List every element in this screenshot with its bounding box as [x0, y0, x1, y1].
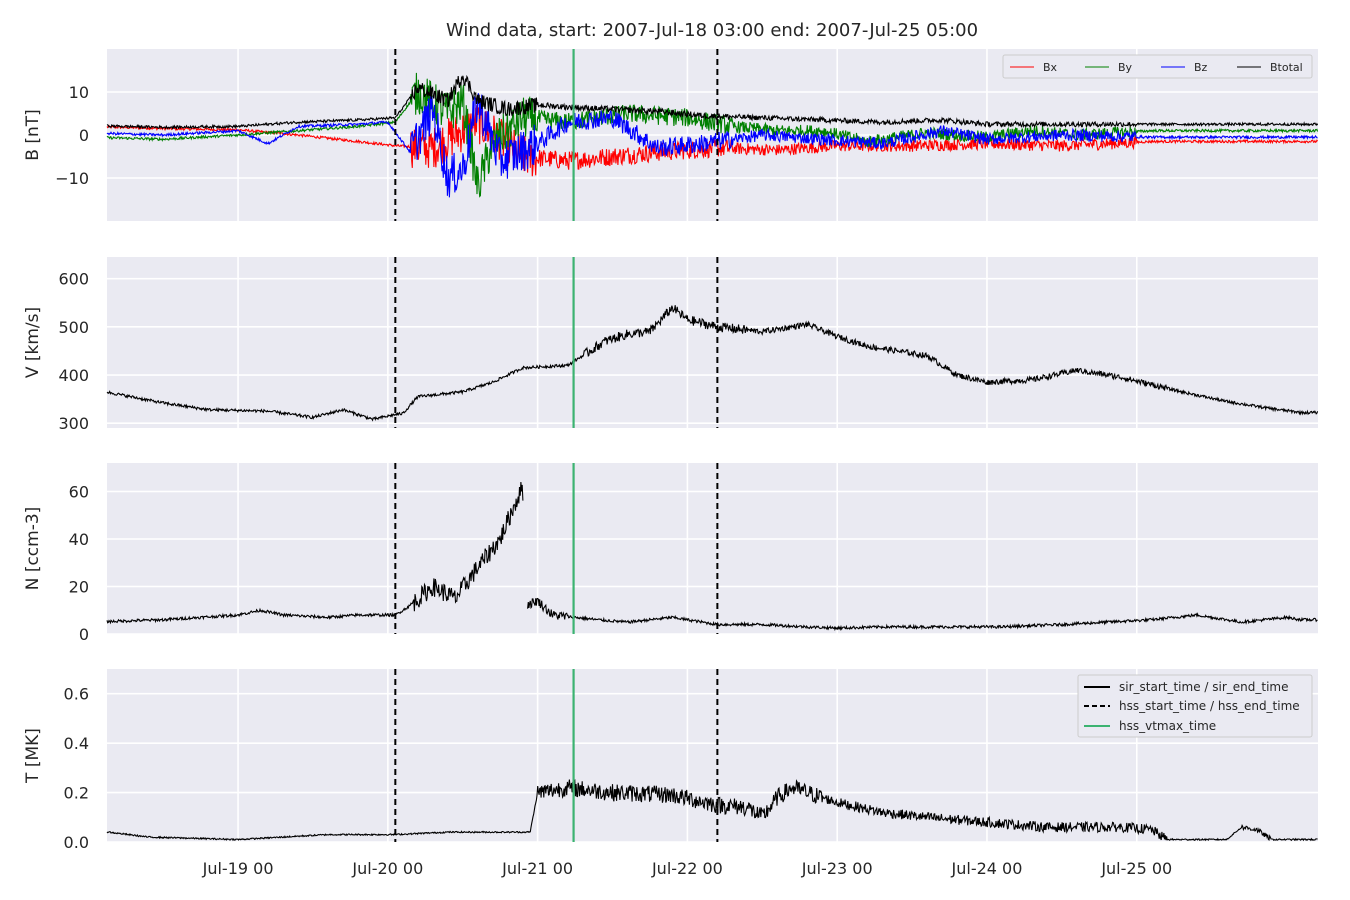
y-tick-label: 400 — [58, 366, 89, 385]
plot-area — [107, 257, 1318, 428]
legend-label: Btotal — [1270, 61, 1303, 74]
panel-V: 300 400 500 600 V [km/s] — [23, 257, 1319, 433]
y-tick-label: 0.0 — [64, 833, 89, 852]
legend-frame — [1002, 54, 1313, 79]
legend-label: Bx — [1043, 61, 1058, 74]
y-axis-label: V [km/s] — [23, 307, 43, 378]
series-line-Bz — [106, 92, 1318, 198]
y-tick-label: −10 — [55, 169, 89, 188]
legend-label: hss_start_time / hss_end_time — [1119, 699, 1300, 713]
x-tick-label: Jul-23 00 — [801, 859, 873, 878]
x-tick-label: Jul-22 00 — [651, 859, 723, 878]
legend-frame — [1077, 674, 1313, 738]
legend-T: sir_start_time / sir_end_time hss_start_t… — [1077, 674, 1313, 738]
x-tick-label: Jul-20 00 — [351, 859, 423, 878]
series-line-N — [106, 481, 1318, 632]
x-tick-label: Jul-24 00 — [951, 859, 1023, 878]
panel-T: 0.0 0.2 0.4 0.6 T [MK] — [23, 669, 1318, 852]
y-tick-label: 10 — [69, 83, 89, 102]
y-axis-label: B [nT] — [23, 109, 43, 161]
series-line-Btotal — [106, 74, 1319, 130]
y-tick-label: 60 — [69, 483, 89, 502]
y-tick-label: 300 — [58, 414, 89, 433]
y-tick-label: 20 — [69, 578, 89, 597]
legend-label: Bz — [1194, 61, 1208, 74]
y-tick-label: 0.6 — [64, 685, 89, 704]
panel-N: 0 20 40 60 N [ccm-3] — [23, 463, 1318, 644]
y-tick-label: 40 — [69, 530, 89, 549]
y-tick-label: 500 — [58, 318, 89, 337]
series-line-T — [106, 778, 1318, 842]
y-tick-label: 0 — [79, 625, 89, 644]
legend-label: By — [1118, 61, 1133, 74]
legend-B: Bx By Bz Btotal — [1002, 54, 1313, 79]
y-tick-label: 0.4 — [64, 734, 89, 753]
series-line-V — [106, 305, 1319, 422]
y-axis-label: T [MK] — [23, 728, 43, 784]
figure-title: Wind data, start: 2007-Jul-18 03:00 end:… — [446, 20, 978, 41]
y-tick-label: 0.2 — [64, 784, 89, 803]
y-tick-label: 600 — [58, 270, 89, 289]
legend-label: sir_start_time / sir_end_time — [1119, 680, 1289, 694]
legend-label: hss_vtmax_time — [1119, 719, 1216, 733]
x-tick-label: Jul-25 00 — [1100, 859, 1172, 878]
y-axis-label: N [ccm-3] — [23, 507, 43, 591]
y-tick-label: 0 — [79, 126, 89, 145]
x-tick-label: Jul-19 00 — [202, 859, 274, 878]
x-tick-label: Jul-21 00 — [501, 859, 573, 878]
